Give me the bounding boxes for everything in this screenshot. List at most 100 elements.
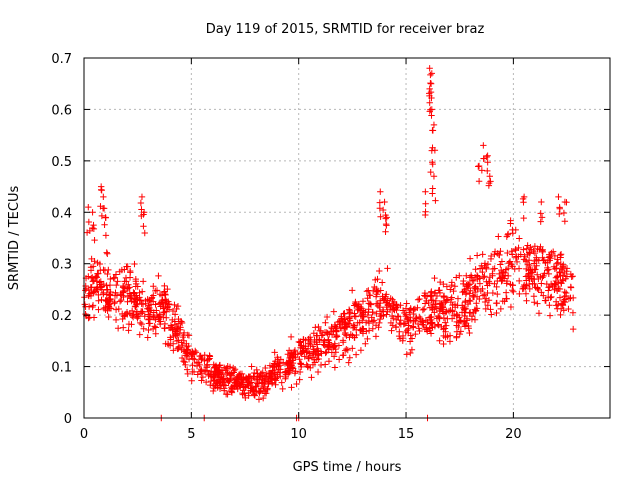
x-tick-label: 10 (290, 427, 307, 442)
data-point (520, 214, 527, 222)
data-point (161, 282, 168, 290)
data-point (125, 327, 132, 334)
data-point (152, 330, 159, 337)
data-point (124, 285, 132, 292)
y-tick-label: 0.5 (51, 155, 72, 170)
data-point (488, 311, 495, 318)
x-axis-label: GPS time / hours (293, 460, 402, 475)
data-point (303, 348, 311, 355)
data-point (114, 278, 121, 285)
data-point (470, 309, 477, 317)
data-point (171, 301, 178, 309)
data-point (535, 275, 542, 283)
data-point (384, 265, 391, 272)
data-point (180, 346, 188, 354)
data-point (463, 272, 470, 279)
data-point (456, 330, 464, 338)
data-point (188, 377, 195, 384)
data-point (491, 248, 499, 255)
data-point (461, 299, 469, 306)
data-point (544, 264, 551, 272)
data-point (383, 311, 390, 318)
data-point (85, 218, 93, 226)
data-point (497, 274, 505, 281)
data-point (279, 359, 287, 366)
data-point (378, 279, 386, 286)
data-point (402, 311, 410, 318)
data-point (504, 272, 512, 280)
data-point (104, 250, 111, 257)
data-point (307, 364, 314, 372)
data-points (81, 65, 577, 422)
data-point (416, 295, 423, 303)
data-point (429, 127, 437, 134)
data-point (95, 291, 102, 299)
data-point (557, 251, 564, 259)
data-point (341, 347, 349, 354)
data-point (481, 298, 489, 306)
data-point (482, 305, 489, 313)
data-point (471, 306, 479, 313)
data-point (216, 376, 224, 383)
data-point (287, 333, 295, 341)
data-point (313, 347, 321, 354)
data-point (261, 379, 268, 386)
data-point (448, 294, 455, 301)
data-point (182, 350, 190, 357)
data-point (155, 272, 162, 280)
data-point (560, 209, 568, 217)
data-point (130, 289, 137, 296)
data-point (540, 272, 547, 280)
data-point (146, 296, 153, 304)
data-point (346, 317, 354, 324)
data-point (387, 319, 395, 327)
data-point (81, 301, 88, 308)
data-point (167, 334, 174, 341)
data-point (442, 328, 449, 335)
data-point (193, 358, 201, 366)
data-point (376, 267, 383, 275)
data-point (560, 297, 568, 305)
data-point (552, 298, 560, 305)
data-point (533, 254, 540, 261)
data-point (104, 303, 112, 310)
data-point (495, 251, 503, 259)
data-point (430, 173, 438, 180)
data-point (569, 325, 577, 333)
data-point (449, 308, 456, 315)
data-point (157, 299, 165, 306)
data-point (273, 363, 280, 370)
data-point (475, 163, 482, 170)
data-point (318, 350, 325, 357)
data-point (535, 310, 543, 317)
data-point (481, 273, 488, 280)
data-point (378, 311, 385, 319)
data-point (221, 387, 228, 394)
data-point (377, 188, 384, 195)
data-point (148, 313, 156, 321)
data-point (194, 371, 201, 378)
data-point (181, 358, 188, 366)
data-point (473, 252, 481, 259)
data-point (355, 304, 362, 312)
data-point (509, 251, 516, 258)
data-point (370, 317, 378, 324)
data-point (170, 332, 177, 340)
data-point (453, 274, 460, 281)
data-point (278, 379, 285, 386)
data-point (498, 258, 506, 265)
data-point (250, 373, 257, 380)
data-point (509, 226, 516, 234)
data-point (545, 266, 552, 273)
data-point (479, 292, 487, 299)
data-point (277, 366, 284, 373)
data-point (546, 251, 553, 258)
data-point (520, 246, 527, 253)
data-point (523, 245, 531, 252)
x-tick-label: 5 (187, 427, 195, 442)
data-point (230, 376, 238, 383)
data-point (486, 173, 493, 180)
data-point (173, 305, 180, 313)
data-point (431, 309, 438, 316)
data-point (332, 333, 340, 341)
